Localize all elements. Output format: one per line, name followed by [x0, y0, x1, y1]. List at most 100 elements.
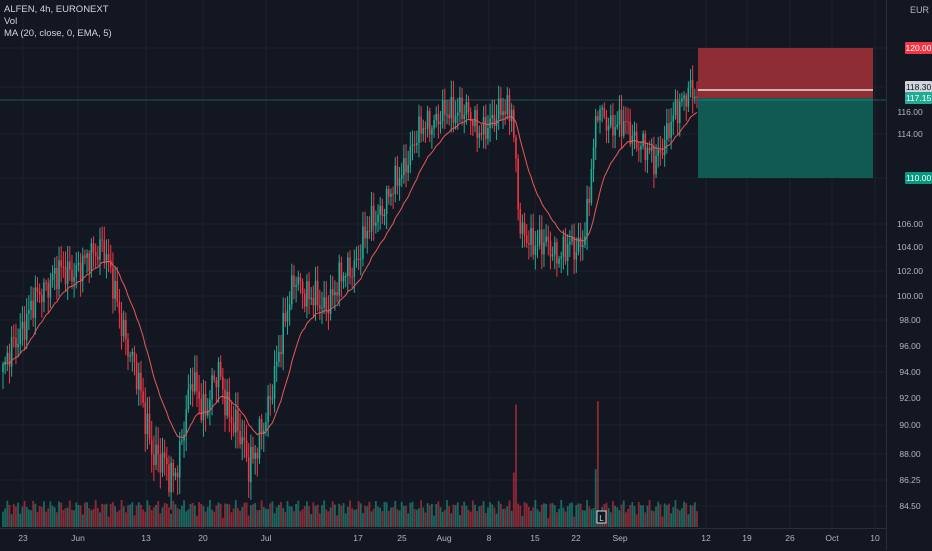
marker-label: L — [599, 514, 604, 523]
candle-body — [433, 120, 435, 129]
time-tick-label: 12 — [701, 533, 711, 543]
legend-symbol[interactable]: ALFEN, 4h, EURONEXT — [4, 4, 109, 15]
volume-bar — [159, 513, 162, 527]
volume-bar — [420, 500, 423, 527]
candle-body — [588, 198, 591, 203]
volume-bar — [8, 504, 11, 527]
volume-bar — [271, 501, 274, 527]
volume-bar — [25, 506, 28, 527]
volume-bar — [431, 503, 433, 527]
price-tick-label: 90.00 — [899, 420, 921, 430]
candle-body — [581, 244, 584, 248]
candle-body — [51, 274, 54, 280]
volume-bar — [530, 510, 532, 527]
candle-body — [230, 416, 233, 423]
volume-bar — [512, 472, 515, 527]
candle-body — [101, 239, 103, 241]
volume-bar — [450, 513, 453, 527]
candle-body — [674, 99, 677, 116]
volume-bar — [674, 500, 677, 527]
volume-bar — [219, 503, 222, 527]
volume-bar — [620, 504, 623, 527]
volume-bar — [32, 500, 35, 527]
candle-body — [612, 115, 614, 136]
price-tag-label: 118.30 — [906, 82, 932, 92]
candle-body — [409, 146, 412, 166]
candle-body — [71, 269, 73, 282]
volume-bar — [560, 499, 563, 527]
volume-bar — [258, 510, 261, 527]
volume-bar — [131, 502, 134, 527]
volume-bar — [196, 515, 198, 527]
candle-body — [513, 109, 515, 138]
volume-bar — [155, 504, 157, 527]
candle-body — [525, 235, 528, 243]
volume-bar — [79, 505, 82, 527]
volume-bar — [521, 515, 524, 527]
volume-bar — [19, 513, 22, 527]
volume-bar — [206, 506, 209, 527]
volume-bar — [308, 506, 310, 527]
candle-body — [521, 222, 524, 234]
candle-body — [241, 437, 244, 445]
volume-bar — [49, 501, 52, 527]
candle-body — [605, 116, 608, 131]
candles — [2, 65, 698, 510]
legend-ma[interactable]: MA (20, close, 0, EMA, 5) — [4, 28, 112, 39]
legend-volume[interactable]: Vol — [4, 16, 18, 27]
candle-body — [66, 261, 69, 284]
volume-bar — [275, 507, 278, 527]
volume-bar — [411, 501, 414, 527]
volume-bar — [58, 501, 60, 527]
price-tag-target: 110.00 — [905, 172, 932, 184]
candle-body — [323, 297, 325, 308]
candle-body — [638, 148, 640, 150]
volume-bar — [644, 512, 647, 527]
candle-body — [400, 175, 403, 179]
candle-body — [691, 80, 694, 99]
volume-bar — [424, 512, 427, 527]
candle-body — [148, 413, 151, 440]
price-axis[interactable] — [886, 0, 932, 550]
volume-bar — [75, 502, 78, 527]
volume-bar — [456, 502, 459, 527]
volume-bar — [148, 505, 151, 527]
volume-bar — [202, 506, 205, 527]
volume-bar — [269, 503, 272, 527]
volume-bar — [465, 505, 468, 527]
candle-body — [15, 338, 17, 348]
time-axis[interactable] — [0, 528, 886, 551]
volume-bar — [150, 510, 153, 527]
volume-bar — [66, 507, 69, 527]
candle-body — [411, 144, 414, 147]
price-tick-label: 102.00 — [897, 266, 923, 276]
candle-body — [144, 402, 147, 435]
candle-body — [416, 143, 418, 146]
volume-bar — [6, 500, 9, 527]
volume-bar — [2, 511, 4, 527]
candle-body — [474, 110, 476, 126]
candle-body — [437, 114, 440, 125]
volume-bar — [428, 505, 431, 527]
volume-bar — [536, 509, 539, 527]
candle-body — [672, 115, 675, 122]
volume-bar — [469, 511, 472, 527]
candle-body — [129, 355, 131, 357]
volume-bar — [318, 513, 321, 527]
volume-bar — [659, 504, 662, 527]
volume-bar — [637, 501, 640, 527]
time-tick-label: Oct — [825, 533, 839, 543]
candle-body — [112, 267, 114, 299]
volume-bar — [672, 507, 675, 527]
volume-bar — [663, 503, 666, 527]
candle-body — [275, 361, 278, 366]
volume-bar — [71, 509, 73, 527]
candle-body — [43, 282, 45, 303]
volume-bar — [10, 514, 13, 527]
candle-body — [21, 321, 24, 329]
candle-body — [622, 121, 625, 136]
candle-body — [547, 236, 550, 241]
volume-bar — [170, 513, 173, 527]
